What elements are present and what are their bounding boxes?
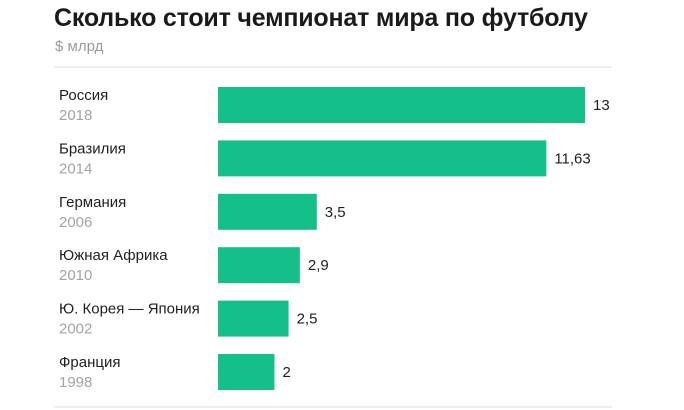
year-label: 1998 bbox=[59, 374, 92, 391]
bar-row: Бразилия 2014 11,63 bbox=[59, 140, 591, 177]
bar bbox=[218, 194, 317, 230]
country-label: Германия bbox=[59, 194, 126, 211]
year-label: 2002 bbox=[59, 321, 92, 338]
value-label: 11,63 bbox=[554, 150, 590, 167]
bar-row: Ю. Корея — Япония 2002 2,5 bbox=[59, 301, 317, 338]
year-label: 2014 bbox=[59, 160, 92, 177]
bar-row: Германия 2006 3,5 bbox=[59, 194, 346, 231]
year-label: 2018 bbox=[59, 107, 92, 124]
value-label: 2,5 bbox=[297, 311, 318, 328]
value-label: 13 bbox=[593, 97, 610, 114]
value-label: 3,5 bbox=[325, 204, 346, 221]
country-label: Южная Африка bbox=[59, 247, 168, 264]
value-label: 2,9 bbox=[308, 257, 329, 274]
bar bbox=[218, 87, 585, 123]
country-label: Бразилия bbox=[59, 140, 126, 157]
bar bbox=[218, 247, 300, 283]
country-label: Ю. Корея — Япония bbox=[59, 301, 200, 318]
year-label: 2010 bbox=[59, 267, 92, 284]
value-label: 2 bbox=[282, 364, 290, 381]
country-label: Россия bbox=[59, 87, 108, 104]
country-label: Франция bbox=[59, 354, 120, 371]
bar-row: Россия 2018 13 bbox=[59, 87, 610, 124]
bar-row: Южная Африка 2010 2,9 bbox=[59, 247, 329, 284]
bar bbox=[218, 301, 289, 337]
bar bbox=[218, 354, 274, 390]
chart-rows: Россия 2018 13 Бразилия 2014 11,63 Германия 200… bbox=[59, 87, 610, 391]
bar-row: Франция 1998 2 bbox=[59, 354, 291, 391]
bar bbox=[218, 140, 546, 176]
year-label: 2006 bbox=[59, 214, 92, 231]
